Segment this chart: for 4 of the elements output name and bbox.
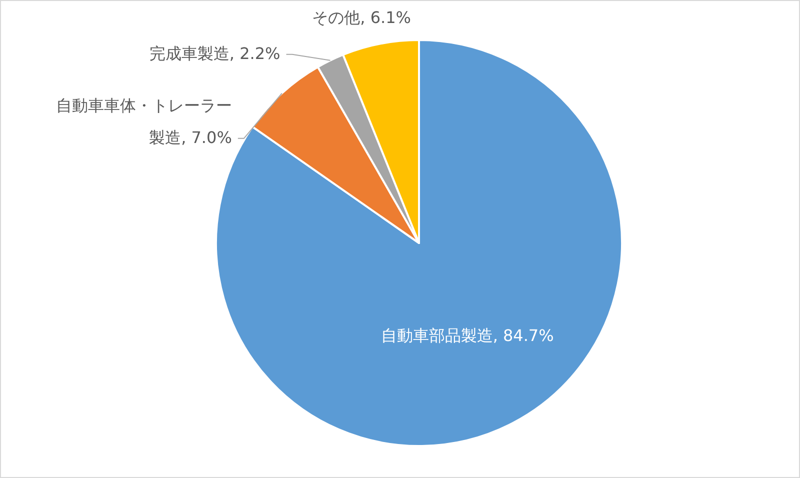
slice-label: 自動車車体・トレーラー製造, 7.0% [54, 95, 232, 150]
slice-label: 完成車製造, 2.2% [149, 43, 280, 66]
slice-label: その他, 6.1% [312, 7, 411, 29]
slice-label: 自動車部品製造, 84.7% [380, 326, 554, 346]
